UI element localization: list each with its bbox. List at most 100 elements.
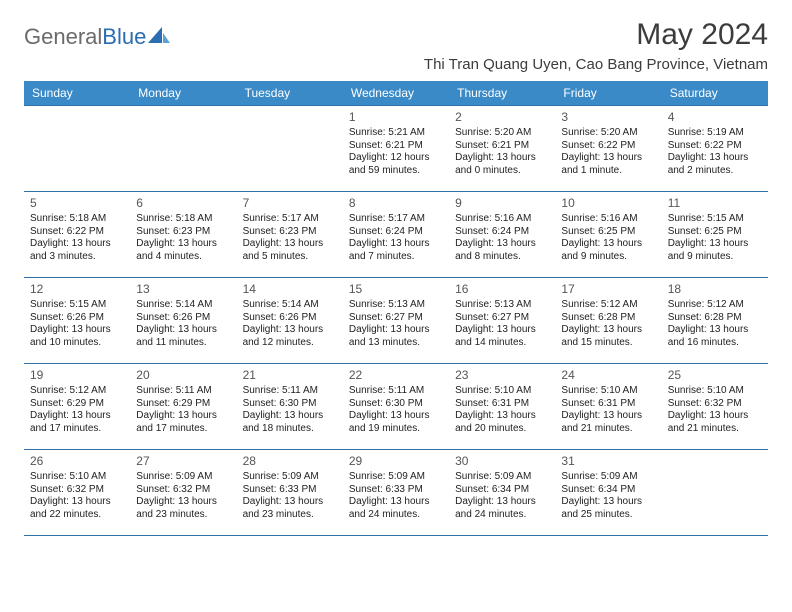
day-daylight: Daylight: 13 hours and 24 minutes. [349, 496, 443, 521]
brand-logo: GeneralBlue [24, 18, 170, 50]
day-number: 7 [243, 196, 337, 211]
brand-general: General [24, 24, 102, 50]
day-number: 22 [349, 368, 443, 383]
sail-icon [148, 27, 170, 48]
calendar-day-cell: 19Sunrise: 5:12 AMSunset: 6:29 PMDayligh… [24, 364, 130, 450]
weekday-header: Friday [555, 81, 661, 106]
day-sunset: Sunset: 6:24 PM [455, 226, 549, 239]
day-sunrise: Sunrise: 5:09 AM [349, 471, 443, 484]
day-number: 13 [136, 282, 230, 297]
calendar-day-cell: 11Sunrise: 5:15 AMSunset: 6:25 PMDayligh… [662, 192, 768, 278]
calendar-day-cell: 10Sunrise: 5:16 AMSunset: 6:25 PMDayligh… [555, 192, 661, 278]
calendar-day-cell: 3Sunrise: 5:20 AMSunset: 6:22 PMDaylight… [555, 106, 661, 192]
day-sunrise: Sunrise: 5:15 AM [30, 299, 124, 312]
day-sunrise: Sunrise: 5:19 AM [668, 127, 762, 140]
day-sunrise: Sunrise: 5:09 AM [243, 471, 337, 484]
day-sunset: Sunset: 6:22 PM [668, 140, 762, 153]
calendar-week-row: 19Sunrise: 5:12 AMSunset: 6:29 PMDayligh… [24, 364, 768, 450]
day-number: 20 [136, 368, 230, 383]
location-text: Thi Tran Quang Uyen, Cao Bang Province, … [424, 56, 768, 73]
day-number: 9 [455, 196, 549, 211]
day-number: 23 [455, 368, 549, 383]
day-sunrise: Sunrise: 5:10 AM [668, 385, 762, 398]
day-daylight: Daylight: 13 hours and 12 minutes. [243, 324, 337, 349]
day-daylight: Daylight: 13 hours and 25 minutes. [561, 496, 655, 521]
day-sunrise: Sunrise: 5:11 AM [349, 385, 443, 398]
day-sunset: Sunset: 6:25 PM [668, 226, 762, 239]
day-number: 15 [349, 282, 443, 297]
day-daylight: Daylight: 13 hours and 21 minutes. [668, 410, 762, 435]
day-daylight: Daylight: 13 hours and 10 minutes. [30, 324, 124, 349]
calendar-week-row: 26Sunrise: 5:10 AMSunset: 6:32 PMDayligh… [24, 450, 768, 536]
day-sunset: Sunset: 6:31 PM [561, 398, 655, 411]
calendar-day-cell: 7Sunrise: 5:17 AMSunset: 6:23 PMDaylight… [237, 192, 343, 278]
day-sunset: Sunset: 6:28 PM [561, 312, 655, 325]
day-daylight: Daylight: 13 hours and 9 minutes. [561, 238, 655, 263]
calendar-day-cell: 21Sunrise: 5:11 AMSunset: 6:30 PMDayligh… [237, 364, 343, 450]
calendar-day-cell: 31Sunrise: 5:09 AMSunset: 6:34 PMDayligh… [555, 450, 661, 536]
day-daylight: Daylight: 13 hours and 22 minutes. [30, 496, 124, 521]
day-sunset: Sunset: 6:33 PM [349, 484, 443, 497]
day-number: 11 [668, 196, 762, 211]
day-sunrise: Sunrise: 5:13 AM [455, 299, 549, 312]
calendar-day-cell: 23Sunrise: 5:10 AMSunset: 6:31 PMDayligh… [449, 364, 555, 450]
calendar-day-cell: 27Sunrise: 5:09 AMSunset: 6:32 PMDayligh… [130, 450, 236, 536]
calendar-day-cell: 30Sunrise: 5:09 AMSunset: 6:34 PMDayligh… [449, 450, 555, 536]
day-sunrise: Sunrise: 5:09 AM [455, 471, 549, 484]
day-number: 21 [243, 368, 337, 383]
day-sunset: Sunset: 6:29 PM [30, 398, 124, 411]
day-number: 12 [30, 282, 124, 297]
day-sunset: Sunset: 6:27 PM [455, 312, 549, 325]
day-number: 27 [136, 454, 230, 469]
day-number: 26 [30, 454, 124, 469]
day-sunset: Sunset: 6:25 PM [561, 226, 655, 239]
day-sunrise: Sunrise: 5:21 AM [349, 127, 443, 140]
day-sunrise: Sunrise: 5:12 AM [561, 299, 655, 312]
day-sunset: Sunset: 6:22 PM [30, 226, 124, 239]
day-sunset: Sunset: 6:33 PM [243, 484, 337, 497]
day-number: 19 [30, 368, 124, 383]
day-sunset: Sunset: 6:34 PM [455, 484, 549, 497]
day-number: 8 [349, 196, 443, 211]
day-sunset: Sunset: 6:31 PM [455, 398, 549, 411]
calendar-day-cell: 1Sunrise: 5:21 AMSunset: 6:21 PMDaylight… [343, 106, 449, 192]
calendar-day-cell: 26Sunrise: 5:10 AMSunset: 6:32 PMDayligh… [24, 450, 130, 536]
day-sunset: Sunset: 6:24 PM [349, 226, 443, 239]
day-sunset: Sunset: 6:29 PM [136, 398, 230, 411]
calendar-day-cell: 28Sunrise: 5:09 AMSunset: 6:33 PMDayligh… [237, 450, 343, 536]
calendar-day-cell: 18Sunrise: 5:12 AMSunset: 6:28 PMDayligh… [662, 278, 768, 364]
weekday-header: Sunday [24, 81, 130, 106]
title-block: May 2024 Thi Tran Quang Uyen, Cao Bang P… [424, 18, 768, 73]
day-number: 4 [668, 110, 762, 125]
brand-blue: Blue [102, 24, 146, 50]
calendar-day-cell: 13Sunrise: 5:14 AMSunset: 6:26 PMDayligh… [130, 278, 236, 364]
day-number: 18 [668, 282, 762, 297]
month-title: May 2024 [424, 18, 768, 52]
day-daylight: Daylight: 13 hours and 20 minutes. [455, 410, 549, 435]
day-daylight: Daylight: 13 hours and 7 minutes. [349, 238, 443, 263]
day-daylight: Daylight: 13 hours and 2 minutes. [668, 152, 762, 177]
calendar-day-cell [662, 450, 768, 536]
calendar-week-row: 12Sunrise: 5:15 AMSunset: 6:26 PMDayligh… [24, 278, 768, 364]
day-daylight: Daylight: 13 hours and 8 minutes. [455, 238, 549, 263]
day-number: 2 [455, 110, 549, 125]
day-daylight: Daylight: 12 hours and 59 minutes. [349, 152, 443, 177]
day-daylight: Daylight: 13 hours and 11 minutes. [136, 324, 230, 349]
calendar-day-cell: 15Sunrise: 5:13 AMSunset: 6:27 PMDayligh… [343, 278, 449, 364]
day-daylight: Daylight: 13 hours and 19 minutes. [349, 410, 443, 435]
day-sunset: Sunset: 6:32 PM [30, 484, 124, 497]
calendar-day-cell: 4 Sunrise: 5:19 AMSunset: 6:22 PMDaylight… [662, 106, 768, 192]
calendar-day-cell: 29Sunrise: 5:09 AMSunset: 6:33 PMDayligh… [343, 450, 449, 536]
calendar-day-cell: 24Sunrise: 5:10 AMSunset: 6:31 PMDayligh… [555, 364, 661, 450]
day-sunrise: Sunrise: 5:20 AM [455, 127, 549, 140]
day-sunset: Sunset: 6:32 PM [668, 398, 762, 411]
calendar-day-cell: 6Sunrise: 5:18 AMSunset: 6:23 PMDaylight… [130, 192, 236, 278]
calendar-day-cell: 14Sunrise: 5:14 AMSunset: 6:26 PMDayligh… [237, 278, 343, 364]
day-sunset: Sunset: 6:26 PM [136, 312, 230, 325]
day-daylight: Daylight: 13 hours and 24 minutes. [455, 496, 549, 521]
calendar-day-cell: 9Sunrise: 5:16 AMSunset: 6:24 PMDaylight… [449, 192, 555, 278]
calendar-week-row: 5Sunrise: 5:18 AMSunset: 6:22 PMDaylight… [24, 192, 768, 278]
day-daylight: Daylight: 13 hours and 9 minutes. [668, 238, 762, 263]
day-sunset: Sunset: 6:26 PM [243, 312, 337, 325]
calendar-body: 1Sunrise: 5:21 AMSunset: 6:21 PMDaylight… [24, 106, 768, 536]
